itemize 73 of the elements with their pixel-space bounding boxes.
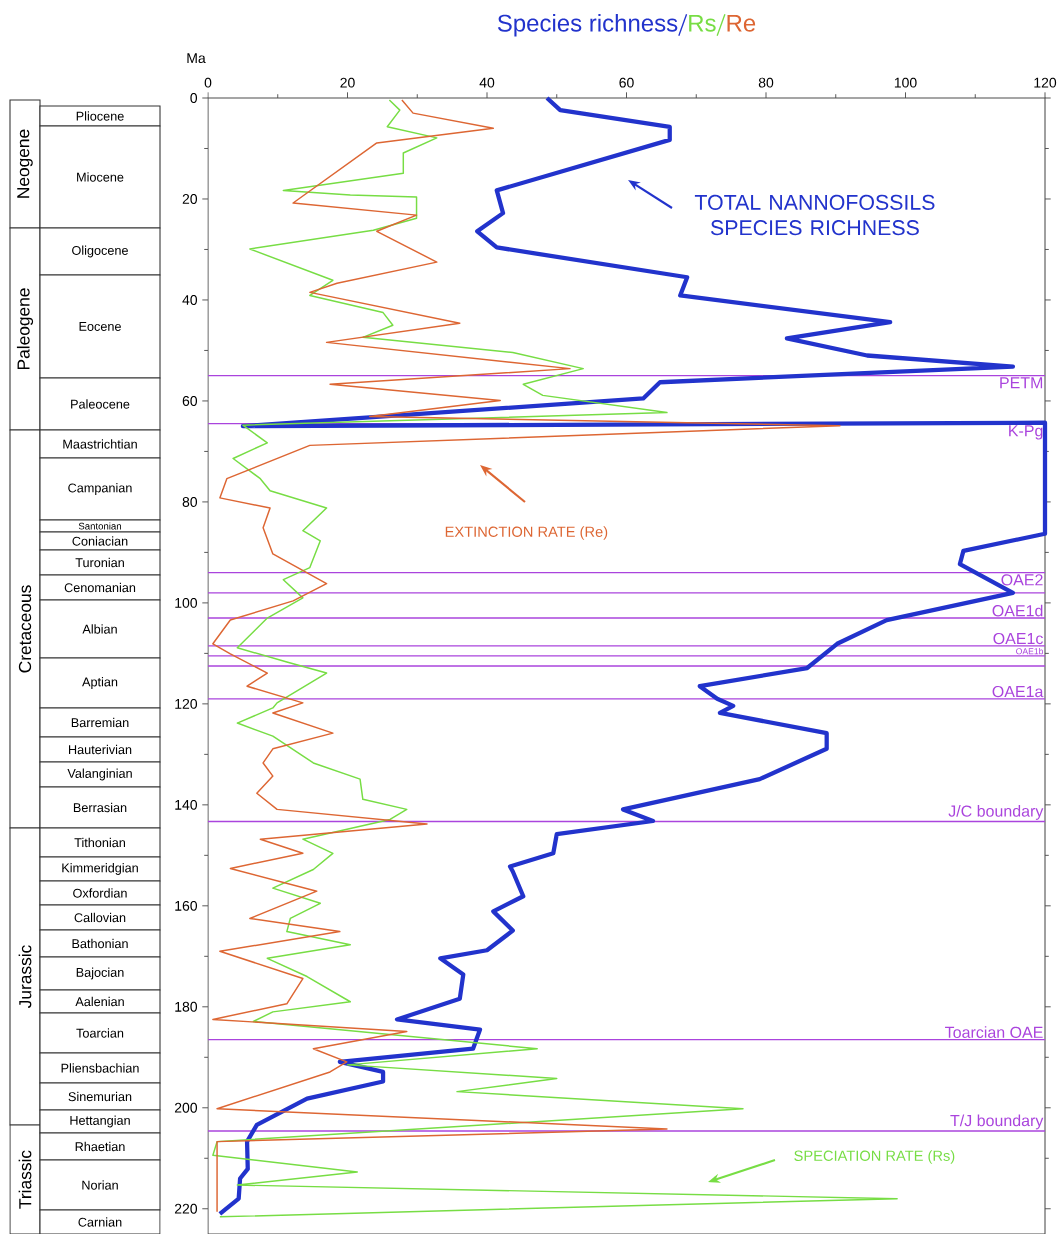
text: Oligocene [72, 245, 128, 258]
text: Santonian [78, 522, 121, 530]
x-tick-label: 40 [479, 77, 495, 88]
y-tick-label: 120 [175, 698, 198, 709]
text: Norian [82, 1180, 118, 1190]
text: Barremian [71, 717, 129, 728]
legend-label: Species richness [497, 14, 678, 37]
text: Miocene [77, 172, 124, 182]
text: Pliocene [76, 111, 124, 121]
text: Callovian [74, 912, 126, 923]
text: Triassic [18, 1150, 32, 1209]
ref-line-label: OAE1a [992, 685, 1044, 698]
text: Eocene [79, 322, 121, 331]
ref-line-label: T/J boundary [950, 1114, 1044, 1130]
text: Turonian [75, 557, 124, 568]
text: Hauterivian [69, 744, 132, 755]
line-series [217, 95, 1048, 1216]
ref-line-label: J/C boundary [948, 805, 1044, 820]
text: Paleocene [71, 399, 130, 409]
y-tick-label: 140 [175, 799, 198, 810]
annotation: TOTAL NANNOFOSSILS SPECIES RICHNESS [694, 194, 935, 236]
ref-line-label: OAE2 [1001, 574, 1043, 586]
y-tick-label: 160 [175, 900, 198, 911]
text: Carnian [78, 1217, 122, 1227]
y-tick-label: 100 [175, 597, 198, 608]
text: Sinemurian [68, 1091, 132, 1102]
text: Aptian [82, 677, 118, 689]
text: Cenomanian [64, 582, 136, 593]
text: Campanian [68, 483, 132, 495]
text: Paleogene [16, 288, 34, 370]
text: Tithonian [74, 837, 125, 848]
ref-line-label: OAE1c [993, 632, 1043, 645]
y-tick-label: 20 [182, 194, 198, 204]
text: Jurassic [18, 945, 32, 1009]
text: Toarcian [76, 1028, 124, 1038]
y-tick-label: 80 [182, 496, 198, 507]
ref-line-label: K-Pg [1009, 425, 1043, 440]
y-tick-label: 40 [182, 295, 198, 305]
x-tick-label: 60 [619, 77, 634, 88]
x-tick-label: 20 [340, 77, 355, 88]
ref-line-label: Toarcian OAE [945, 1026, 1043, 1039]
text: Maastrichtian [63, 439, 137, 449]
text: Oxfordian [73, 888, 127, 898]
text: Valanginian [67, 768, 132, 781]
y-tick-label: 180 [175, 1001, 198, 1012]
ref-line-label: PETM [1000, 377, 1043, 389]
x-tick-label: 120 [1034, 77, 1057, 88]
text: Neogene [17, 129, 33, 198]
y-tick-label: 220 [174, 1203, 198, 1214]
y-tick-label: 200 [174, 1102, 198, 1113]
x-tick-label: 0 [204, 77, 212, 88]
legend-label: Rs [689, 14, 716, 32]
text: Berrasian [73, 802, 127, 813]
x-tick-label: 80 [758, 77, 774, 88]
ref-line-label: OAE1d [992, 604, 1043, 617]
text: Rhaetian [75, 1141, 125, 1152]
text: Re [727, 14, 756, 32]
text: Albian [82, 624, 117, 634]
text: Aalenian [75, 996, 124, 1007]
annotation: EXTINCTION RATE (Re) [445, 526, 608, 540]
text: Bathonian [72, 938, 128, 949]
ref-line-label: OAE1b [1016, 647, 1044, 655]
text: Hettangian [70, 1115, 130, 1128]
text: Bajocian [76, 967, 124, 980]
text: Kimmeridgian [62, 863, 138, 875]
text: Coniacian [72, 536, 128, 546]
y-axis-title: Ma [187, 53, 206, 64]
y-tick-label: 60 [182, 395, 198, 406]
text: Cretaceous [18, 585, 32, 673]
x-tick-label: 100 [894, 77, 917, 88]
y-tick-label: 0 [190, 93, 198, 103]
text: Pliensbachian [61, 1063, 139, 1073]
annotation: SPECIATION RATE (Rs) [794, 1150, 955, 1164]
